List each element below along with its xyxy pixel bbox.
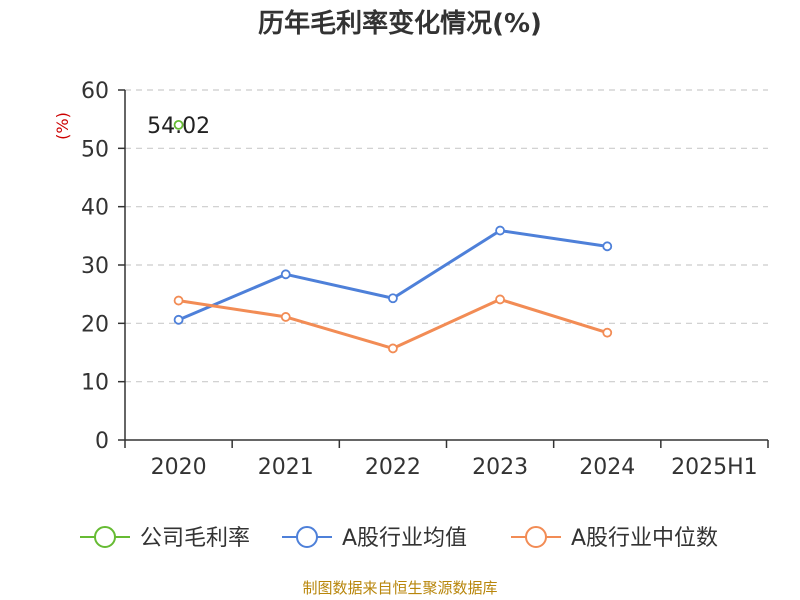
chart-title: 历年毛利率变化情况(%) bbox=[258, 8, 542, 39]
series-2-point-3 bbox=[495, 294, 505, 305]
y-tick-label-2: 20 bbox=[81, 312, 109, 337]
legend-marker-0 bbox=[94, 526, 116, 548]
data-label-0: 54.02 bbox=[147, 114, 210, 139]
legend-marker-2 bbox=[525, 526, 547, 548]
y-tick-label-6: 60 bbox=[81, 79, 109, 104]
series-line-1 bbox=[177, 229, 608, 322]
legend-label-0: 公司毛利率 bbox=[140, 526, 250, 551]
series-2-point-1 bbox=[280, 312, 291, 322]
series-1-point-2 bbox=[388, 293, 398, 304]
x-tick-label-2: 2022 bbox=[365, 455, 421, 480]
series-2-point-2 bbox=[388, 343, 398, 354]
y-tick-label-0: 0 bbox=[95, 429, 109, 454]
y-tick-label-1: 10 bbox=[81, 371, 109, 396]
series-1-point-4 bbox=[602, 241, 613, 252]
series-1-point-1 bbox=[280, 269, 291, 280]
data-labels: 54.02 bbox=[147, 114, 210, 139]
y-axis-label: (%) bbox=[53, 112, 72, 140]
series-1-point-0 bbox=[173, 314, 184, 325]
series-2-point-0 bbox=[173, 295, 184, 306]
series-2-point-4 bbox=[602, 327, 613, 338]
source-note: 制图数据来自恒生聚源数据库 bbox=[302, 579, 497, 597]
series-1-point-3 bbox=[495, 225, 505, 236]
series-0-point-0 bbox=[173, 119, 184, 130]
x-tick-label-5: 2025H1 bbox=[671, 455, 758, 480]
y-tick-label-3: 30 bbox=[81, 254, 109, 279]
series-group bbox=[173, 119, 613, 354]
grid-lines bbox=[125, 89, 768, 383]
x-tick-label-0: 2020 bbox=[151, 455, 207, 480]
y-tick-label-5: 50 bbox=[81, 137, 109, 162]
x-tick-label-4: 2024 bbox=[579, 455, 635, 480]
legend-label-2: A股行业中位数 bbox=[571, 526, 718, 551]
y-tick-label-4: 40 bbox=[81, 196, 109, 221]
legend: 公司毛利率 A股行业均值 A股行业中位数 bbox=[80, 526, 718, 551]
axes: 0 10 20 30 40 50 60 2020 2021 2022 2023 2024 2025H1 bbox=[81, 79, 769, 480]
x-tick-label-3: 2023 bbox=[472, 455, 528, 480]
x-tick-label-1: 2021 bbox=[258, 455, 314, 480]
legend-label-1: A股行业均值 bbox=[342, 526, 467, 551]
legend-marker-1 bbox=[296, 526, 318, 548]
